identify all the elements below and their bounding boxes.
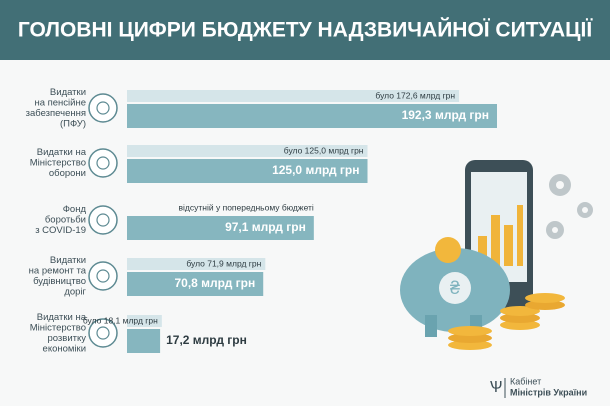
bar-current xyxy=(127,272,264,296)
category-label: доріг xyxy=(64,286,86,297)
bar-previous xyxy=(127,145,368,157)
category-label: оборони xyxy=(49,168,86,179)
category-label: боротьби xyxy=(45,215,86,226)
category-label: Видатки xyxy=(50,255,86,266)
value-label-current: 70,8 млрд грн xyxy=(174,276,255,290)
footer-line1: Кабінет xyxy=(510,376,541,386)
value-label-previous: було 172,6 млрд грн xyxy=(375,90,455,100)
value-label-current: 125,0 млрд грн xyxy=(272,163,359,177)
footer-logo: Ѱ xyxy=(490,378,506,398)
category-icon xyxy=(88,205,118,235)
bar-current xyxy=(127,159,368,183)
category-label: Міністерство xyxy=(30,158,86,169)
category-icon xyxy=(88,148,118,178)
category-icon xyxy=(88,93,118,123)
category-icon-inner xyxy=(96,156,110,170)
value-label-previous: було 125,0 млрд грн xyxy=(284,145,364,155)
value-label-current: 97,1 млрд грн xyxy=(225,220,306,234)
category-label: забезпечення xyxy=(26,108,86,119)
value-label-current: 17,2 млрд грн xyxy=(166,333,247,347)
bar-previous xyxy=(127,315,162,327)
category-icon xyxy=(88,261,118,291)
category-label: Видатки на xyxy=(37,312,87,323)
value-label-current: 192,3 млрд грн xyxy=(402,108,489,122)
bar-current xyxy=(127,329,161,353)
value-label-previous: було 18,1 млрд грн xyxy=(83,315,158,325)
bar-previous xyxy=(127,90,460,102)
category-label: Видатки на xyxy=(37,147,87,158)
category-label: економіки xyxy=(43,343,86,354)
category-icon-inner xyxy=(96,101,110,115)
chart-title: ГОЛОВНІ ЦИФРИ БЮДЖЕТУ НАДЗВИЧАЙНОЇ СИТУА… xyxy=(18,18,593,42)
category-label: Фонд xyxy=(63,204,87,215)
illustration: ₴ xyxy=(400,160,593,350)
category-label: Видатки xyxy=(50,87,86,98)
bar-previous xyxy=(127,258,266,270)
bar-current xyxy=(127,216,314,240)
value-label-previous: відсутній у попередньому бюджеті xyxy=(179,202,314,212)
category-label: розвитку xyxy=(47,333,86,344)
bar-current xyxy=(127,104,497,128)
category-label: на пенсійне xyxy=(34,97,86,108)
category-icon-inner xyxy=(96,213,110,227)
category-label: (ПФУ) xyxy=(60,118,86,129)
svg-text:₴: ₴ xyxy=(450,278,460,298)
category-label: Міністерство xyxy=(30,322,86,333)
footer-line2: Міністрів України xyxy=(510,387,587,397)
header xyxy=(0,0,610,60)
category-label: на ремонт та xyxy=(29,265,87,276)
value-label-previous: було 71,9 млрд грн xyxy=(186,258,261,268)
category-icon-inner xyxy=(96,269,110,283)
svg-text:Ѱ: Ѱ xyxy=(490,379,503,396)
category-icon-inner xyxy=(96,326,110,340)
category-label: будівництво xyxy=(33,276,86,287)
category-label: з COVID-19 xyxy=(35,225,86,236)
category-icon xyxy=(88,318,118,348)
